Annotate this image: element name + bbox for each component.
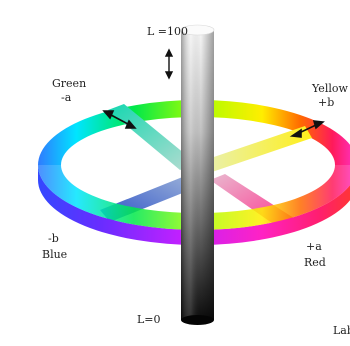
lightness-arrow-icon: [164, 48, 174, 80]
color-ring-front-top: [38, 165, 350, 230]
label-l0: L=0: [137, 313, 161, 326]
green-axis-arrow-icon: [102, 110, 137, 129]
label-blue: Blue: [42, 248, 67, 261]
cylinder-bottom-cap: [181, 315, 214, 325]
label-corner-lab: Lab: [333, 324, 350, 337]
yellow-axis-arrow-icon: [289, 120, 325, 138]
label-green: Green: [52, 77, 86, 90]
lightness-cylinder-shading: [181, 30, 214, 320]
label-l100: L =100: [147, 25, 188, 38]
axis-yellow-spoke: [205, 126, 312, 172]
label-red: Red: [304, 256, 326, 269]
label-yellow: Yellow: [311, 82, 348, 95]
color-ring-front: [38, 165, 350, 245]
cylinder-top-cap: [180, 24, 215, 36]
label-plus-b: +b: [318, 96, 334, 109]
axis-green-spoke: [108, 104, 196, 170]
label-minus-a: -a: [61, 91, 72, 104]
label-minus-b: -b: [48, 232, 59, 245]
label-plus-a: +a: [306, 240, 322, 253]
